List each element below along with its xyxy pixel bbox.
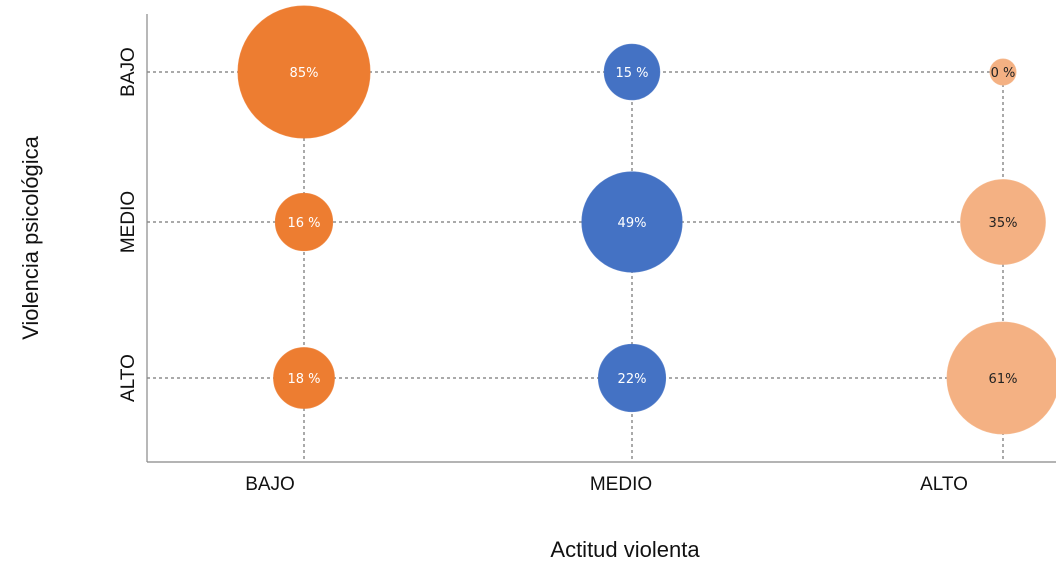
bubble-circle	[960, 179, 1046, 265]
bubble-label: 35%	[989, 216, 1018, 231]
y-axis-title: Violencia psicológica	[18, 135, 43, 340]
bubble-circle	[273, 347, 335, 409]
bubble-circle	[237, 5, 371, 139]
bubble-label: 15 %	[615, 66, 648, 81]
bubble-circle	[603, 43, 661, 101]
x-axis-title: Actitud violenta	[550, 537, 700, 562]
bubble-bajo-alto: 18 %	[273, 347, 335, 409]
bubble-label: 22%	[618, 372, 647, 387]
bubble-circle	[989, 58, 1017, 86]
bubble-label: 49%	[618, 216, 647, 231]
bubble-alto-alto: 61%	[946, 321, 1056, 435]
y-tick-label-bajo: BAJO	[118, 47, 139, 97]
bubble-label: 0 %	[991, 66, 1016, 81]
bubble-circle	[274, 192, 334, 252]
x-tick-label-alto: ALTO	[920, 474, 968, 495]
bubble-bajo-bajo: 85%	[237, 5, 371, 139]
x-tick-labels: BAJO MEDIO ALTO	[245, 474, 968, 495]
bubble-circle	[597, 343, 667, 413]
bubble-bajo-medio: 16 %	[274, 192, 334, 252]
bubbles: 85% 16 % 18 % 15 % 49% 22% 0 % 35% 61%	[237, 5, 1056, 435]
bubble-label: 85%	[290, 66, 319, 81]
y-tick-label-alto: ALTO	[118, 354, 139, 402]
bubble-alto-bajo: 0 %	[989, 58, 1017, 86]
y-tick-labels: BAJO MEDIO ALTO	[118, 47, 139, 402]
bubble-label: 16 %	[287, 216, 320, 231]
x-tick-label-medio: MEDIO	[590, 474, 652, 495]
bubble-label: 61%	[989, 372, 1018, 387]
y-tick-label-medio: MEDIO	[118, 191, 139, 253]
bubble-alto-medio: 35%	[960, 179, 1046, 265]
bubble-circle	[581, 171, 683, 273]
bubble-medio-bajo: 15 %	[603, 43, 661, 101]
x-tick-label-bajo: BAJO	[245, 474, 295, 495]
bubble-label: 18 %	[287, 372, 320, 387]
bubble-medio-medio: 49%	[581, 171, 683, 273]
bubble-medio-alto: 22%	[597, 343, 667, 413]
bubble-circle	[946, 321, 1056, 435]
